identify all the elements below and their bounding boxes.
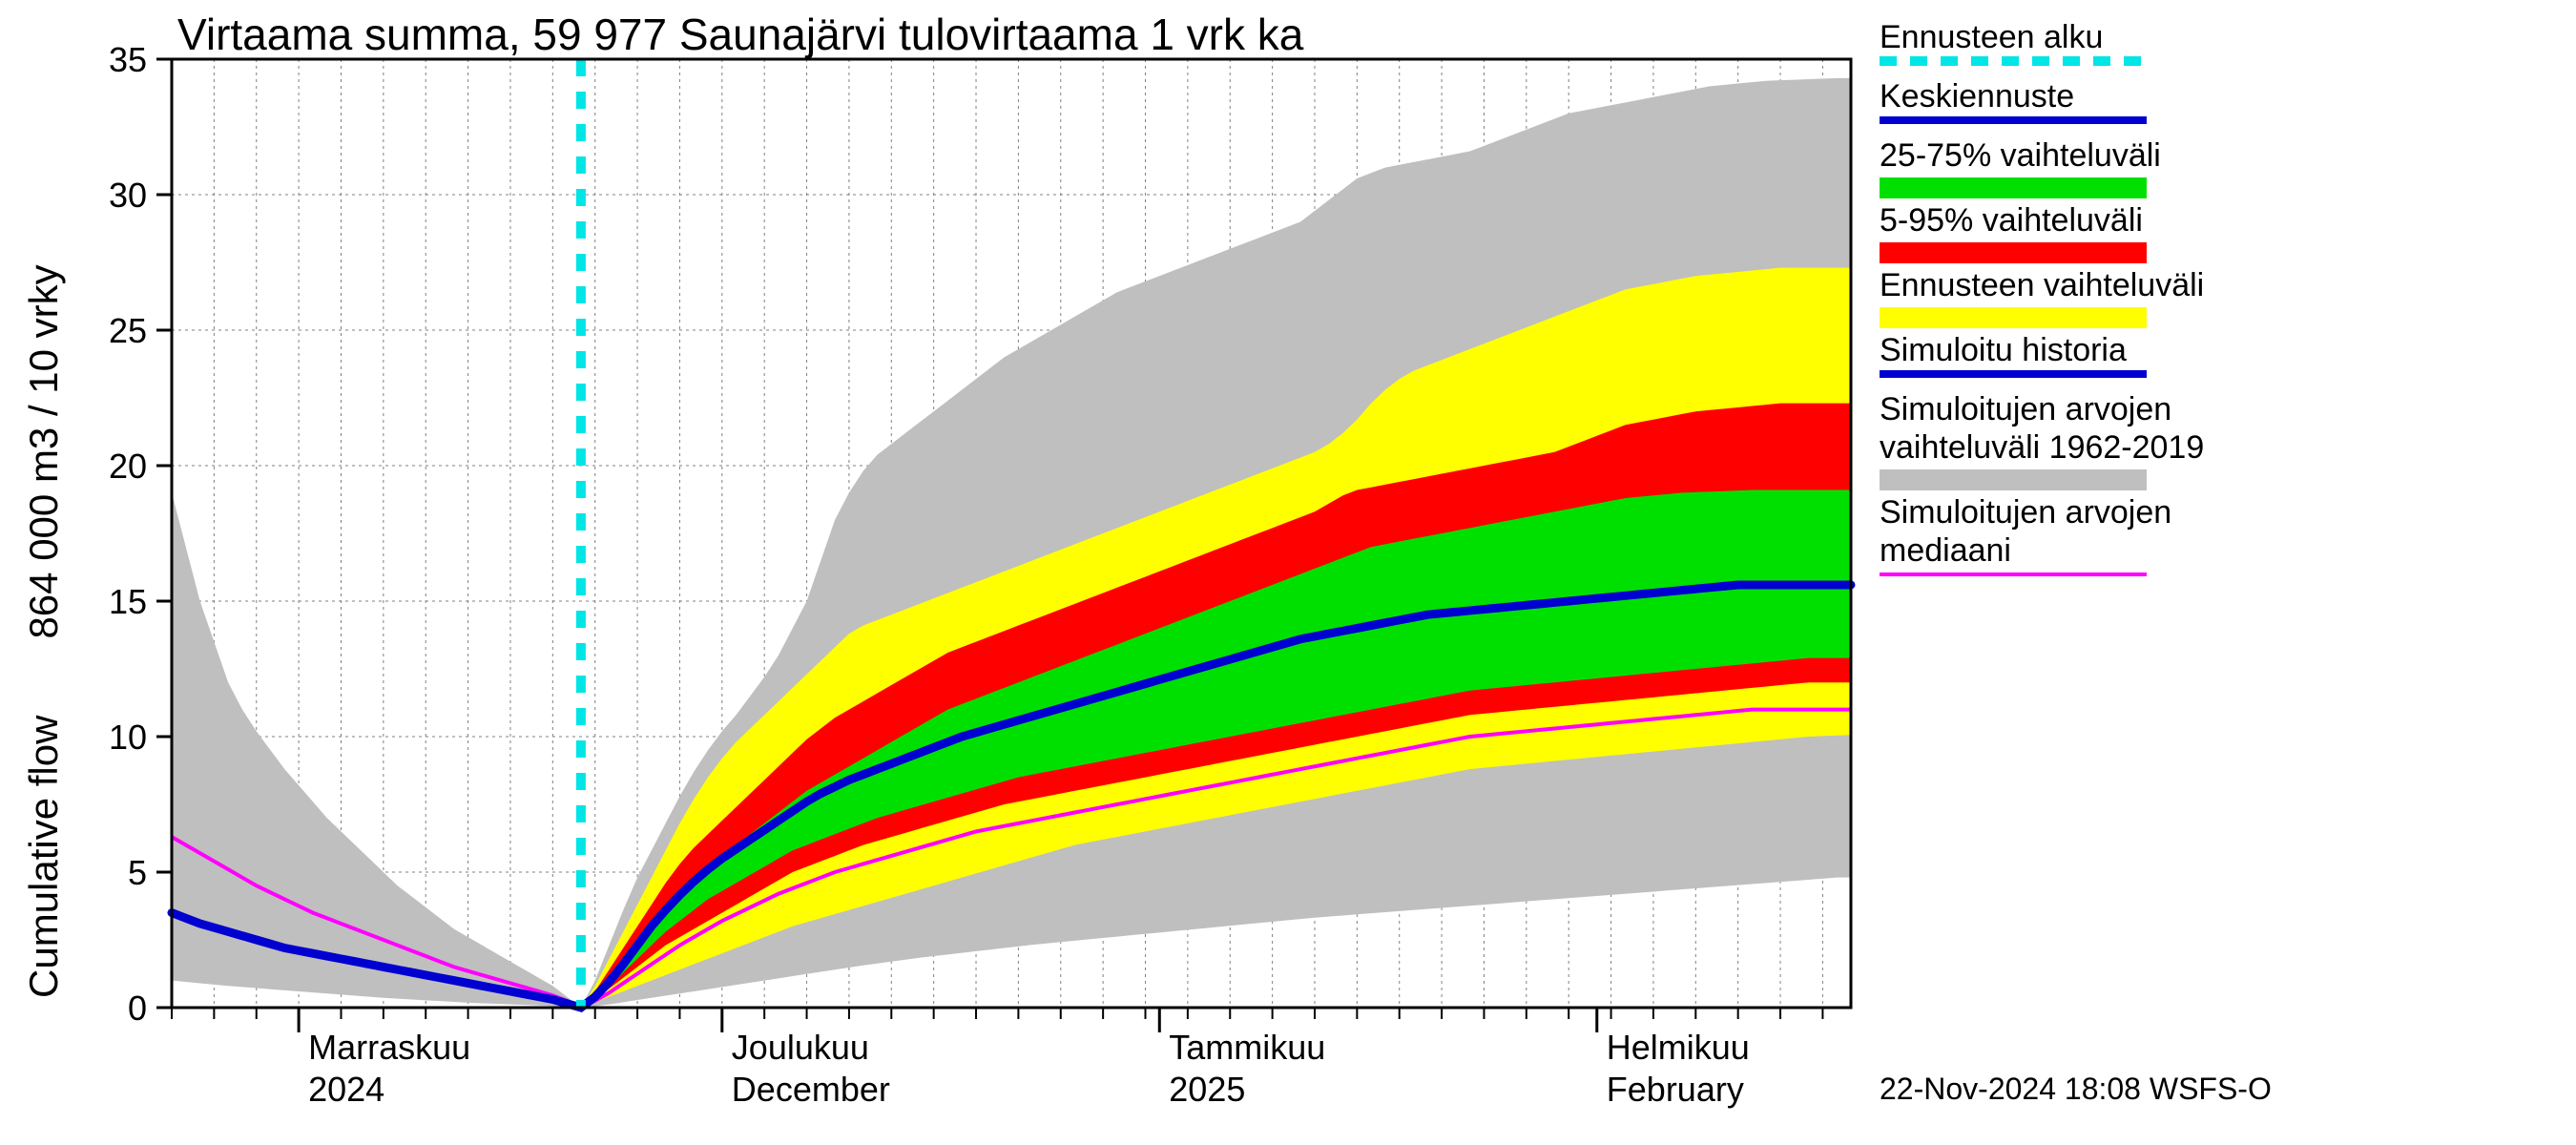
- ytick-label: 20: [109, 447, 147, 486]
- xtick-label-bot: 2024: [308, 1070, 384, 1109]
- ytick-label: 25: [109, 311, 147, 350]
- chart-svg: 05101520253035Marraskuu2024JoulukuuDecem…: [0, 0, 2576, 1145]
- chart-container: 05101520253035Marraskuu2024JoulukuuDecem…: [0, 0, 2576, 1145]
- legend-label: Simuloitujen arvojen: [1880, 391, 2171, 427]
- legend-label: Ennusteen vaihteluväli: [1880, 267, 2204, 303]
- legend-swatch: [1880, 242, 2147, 263]
- legend-swatch: [1880, 307, 2147, 328]
- legend-label: 25-75% vaihteluväli: [1880, 137, 2161, 174]
- legend-label: Simuloitu historia: [1880, 332, 2127, 368]
- legend-swatch: [1880, 177, 2147, 198]
- ytick-label: 30: [109, 176, 147, 215]
- xtick-label-top: Joulukuu: [732, 1028, 869, 1067]
- xtick-label-bot: February: [1607, 1070, 1744, 1109]
- xtick-label-top: Tammikuu: [1169, 1028, 1325, 1067]
- ytick-label: 5: [128, 853, 147, 892]
- xtick-label-top: Helmikuu: [1607, 1028, 1750, 1067]
- legend-label: Simuloitujen arvojen: [1880, 494, 2171, 531]
- xtick-label-bot: 2025: [1169, 1070, 1245, 1109]
- ytick-label: 35: [109, 40, 147, 79]
- xtick-label-bot: December: [732, 1070, 890, 1109]
- ytick-label: 10: [109, 718, 147, 757]
- legend-label: mediaani: [1880, 532, 2011, 569]
- legend-label: Ennusteen alku: [1880, 19, 2103, 55]
- y-axis-label: Cumulative flow864 000 m3 / 10 vrky: [21, 264, 66, 998]
- legend-label: 5-95% vaihteluväli: [1880, 202, 2143, 239]
- legend-label: Keskiennuste: [1880, 78, 2074, 114]
- legend-label: vaihteluväli 1962-2019: [1880, 429, 2204, 466]
- legend-swatch: [1880, 469, 2147, 490]
- ytick-label: 0: [128, 989, 147, 1028]
- ytick-label: 15: [109, 582, 147, 621]
- footer-timestamp: 22-Nov-2024 18:08 WSFS-O: [1880, 1072, 2272, 1106]
- chart-title: Virtaama summa, 59 977 Saunajärvi tulovi…: [177, 10, 1304, 59]
- xtick-label-top: Marraskuu: [308, 1028, 470, 1067]
